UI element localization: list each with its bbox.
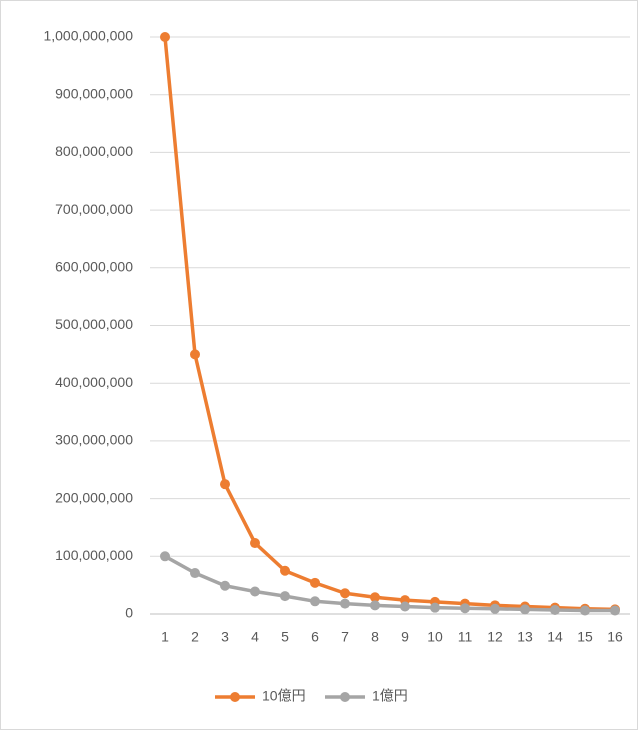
- x-tick-label: 10: [427, 629, 443, 645]
- data-point: [430, 602, 440, 613]
- legend-label: 1億円: [372, 688, 408, 704]
- y-tick-label: 1,000,000,000: [43, 28, 133, 44]
- x-tick-label: 5: [281, 629, 289, 645]
- y-tick-label: 400,000,000: [55, 374, 133, 390]
- data-point: [370, 600, 380, 611]
- x-tick-label: 4: [251, 629, 259, 645]
- y-tick-label: 900,000,000: [55, 85, 133, 101]
- data-point: [370, 592, 380, 603]
- x-tick-label: 2: [191, 629, 199, 645]
- data-point: [580, 605, 590, 616]
- legend-label: 10億円: [262, 688, 306, 704]
- y-tick-label: 500,000,000: [55, 316, 133, 332]
- data-point: [190, 349, 200, 360]
- data-point: [190, 568, 200, 579]
- y-tick-label: 800,000,000: [55, 143, 133, 159]
- x-tick-label: 15: [577, 629, 593, 645]
- series-line: [163, 36, 616, 612]
- data-point: [280, 591, 290, 602]
- y-tick-label: 0: [125, 605, 133, 621]
- data-point: [310, 577, 320, 588]
- data-point: [280, 565, 290, 576]
- data-point: [460, 603, 470, 614]
- data-point: [490, 603, 500, 614]
- data-point: [340, 598, 350, 609]
- x-tick-label: 8: [371, 629, 379, 645]
- x-tick-label: 16: [607, 629, 623, 645]
- y-tick-label: 600,000,000: [55, 259, 133, 275]
- data-point: [400, 601, 410, 612]
- data-point: [220, 479, 230, 490]
- data-point: [550, 604, 560, 615]
- x-tick-label: 6: [311, 629, 319, 645]
- y-tick-label: 200,000,000: [55, 489, 133, 505]
- data-point: [250, 586, 260, 597]
- data-point: [220, 580, 230, 591]
- x-tick-label: 3: [221, 629, 229, 645]
- data-point: [610, 605, 620, 616]
- data-point: [520, 604, 530, 615]
- data-point: [310, 596, 320, 607]
- data-point: [340, 588, 350, 599]
- x-tick-label: 13: [517, 629, 533, 645]
- y-tick-label: 700,000,000: [55, 201, 133, 217]
- data-point: [250, 538, 260, 549]
- x-tick-label: 14: [547, 629, 563, 645]
- data-point: [160, 551, 170, 562]
- x-tick-label: 1: [161, 629, 169, 645]
- x-tick-label: 11: [458, 629, 473, 645]
- x-tick-label: 12: [487, 629, 503, 645]
- data-point: [160, 32, 170, 42]
- x-tick-label: 9: [401, 629, 409, 645]
- legend-marker: [230, 692, 240, 702]
- y-tick-label: 100,000,000: [55, 547, 133, 563]
- series-line: [164, 554, 615, 613]
- y-tick-label: 300,000,000: [55, 432, 133, 448]
- legend-marker: [340, 692, 350, 702]
- x-tick-label: 7: [341, 629, 349, 645]
